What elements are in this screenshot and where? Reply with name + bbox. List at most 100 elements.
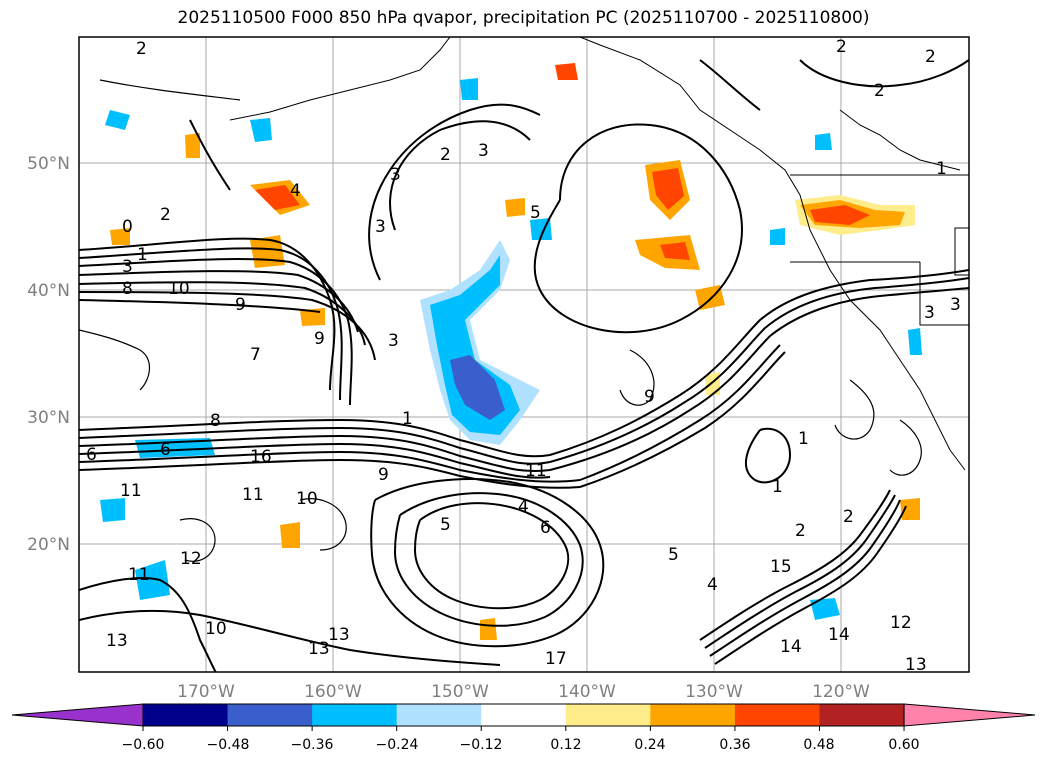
contour-label: 6 xyxy=(86,445,97,465)
colorbar-tick: 0.36 xyxy=(719,737,750,753)
contour-label: 3 xyxy=(950,295,961,315)
contour-label: 9 xyxy=(378,465,389,485)
contour-label: 5 xyxy=(440,515,451,535)
colorbar-extend-min xyxy=(11,703,144,727)
colorbar-tick: −0.12 xyxy=(460,737,503,753)
contour-label: 8 xyxy=(210,411,221,431)
contour-label: 8 xyxy=(122,279,133,299)
qvapor-contours xyxy=(79,59,969,672)
colorbar-tick: −0.24 xyxy=(376,737,419,753)
contour-label: 15 xyxy=(770,557,792,577)
map-title: 2025110500 F000 850 hPa qvapor, precipit… xyxy=(177,8,870,28)
map-background xyxy=(79,37,969,672)
colorbar-tick: −0.60 xyxy=(122,737,165,753)
contour-label: 12 xyxy=(180,549,202,569)
contour-label: 11 xyxy=(120,481,142,501)
contour-label: 2 xyxy=(843,507,854,527)
contour-label: 10 xyxy=(168,279,190,299)
contour-label: 1 xyxy=(798,429,809,449)
contour-label: 12 xyxy=(890,613,912,633)
lat-label: 30°N xyxy=(27,408,70,428)
contour-label: 10 xyxy=(296,489,318,509)
contour-label: 6 xyxy=(160,440,171,460)
contour-label: 11 xyxy=(525,461,547,481)
contour-label: 13 xyxy=(328,625,350,645)
lon-label: 120°W xyxy=(812,682,870,702)
contour-label: 1 xyxy=(772,477,783,497)
colorbar-frame xyxy=(142,703,905,727)
map-content: 2 2 3 2 3 2 3 4 5 0 1 3 8 10 9 9 7 8 6 6… xyxy=(79,37,969,675)
colorbar-extend-max xyxy=(903,703,1036,727)
contour-label: 6 xyxy=(540,518,551,538)
lon-label: 170°W xyxy=(177,682,235,702)
contour-label: 14 xyxy=(780,637,802,657)
contour-label: 11 xyxy=(128,565,150,585)
contour-label: 9 xyxy=(235,295,246,315)
lon-label: 150°W xyxy=(431,682,489,702)
colorbar-tick: 0.60 xyxy=(888,737,919,753)
contour-label: 2 xyxy=(836,37,847,57)
qvapor-contours-fine xyxy=(79,79,922,562)
contour-label: 2 xyxy=(440,145,451,165)
contour-label: 10 xyxy=(205,619,227,639)
contour-label: 4 xyxy=(518,497,529,517)
contour-label: 17 xyxy=(545,649,567,669)
contour-label: 16 xyxy=(250,447,272,467)
contour-label: 9 xyxy=(314,329,325,349)
longitude-labels: 170°W 160°W 150°W 140°W 130°W 120°W xyxy=(177,682,870,702)
precip-negative-shading xyxy=(100,78,922,620)
graticule xyxy=(79,37,969,672)
lon-label: 130°W xyxy=(685,682,743,702)
latitude-labels: 50°N 40°N 30°N 20°N xyxy=(27,154,70,555)
contour-label: 13 xyxy=(106,631,128,651)
contour-label: 13 xyxy=(905,655,927,675)
contour-label: 11 xyxy=(242,485,264,505)
colorbar-segment xyxy=(734,704,820,726)
contour-label: 5 xyxy=(530,203,541,223)
lon-label: 140°W xyxy=(558,682,616,702)
contour-labels: 2 2 3 2 3 2 3 4 5 0 1 3 8 10 9 9 7 8 6 6… xyxy=(86,37,961,675)
colorbar-segment xyxy=(819,704,905,726)
contour-label: 2 xyxy=(136,39,147,59)
contour-label: 13 xyxy=(308,639,330,659)
contour-label: 3 xyxy=(375,217,386,237)
contour-label: 2 xyxy=(925,47,936,67)
colorbar xyxy=(11,703,1036,731)
contour-label: 2 xyxy=(795,521,806,541)
contour-label: 2 xyxy=(160,205,171,225)
contour-label: 1 xyxy=(137,245,148,265)
lat-label: 20°N xyxy=(27,535,70,555)
colorbar-tick: −0.48 xyxy=(207,737,250,753)
colorbar-tick: 0.12 xyxy=(550,737,581,753)
contour-label: 3 xyxy=(122,257,133,277)
contour-label: 3 xyxy=(390,165,401,185)
contour-label: 5 xyxy=(668,545,679,565)
contour-label: 9 xyxy=(644,387,655,407)
lat-label: 40°N xyxy=(27,281,70,301)
contour-label: 7 xyxy=(250,345,261,365)
contour-label: 4 xyxy=(707,575,718,595)
contour-label: 3 xyxy=(388,331,399,351)
lat-label: 50°N xyxy=(27,154,70,174)
contour-label: 1 xyxy=(936,159,947,179)
contour-label: 14 xyxy=(828,625,850,645)
colorbar-ticks: −0.60 −0.48 −0.36 −0.24 −0.12 0.12 0.24 … xyxy=(122,737,920,753)
colorbar-segment xyxy=(565,704,651,726)
map-frame xyxy=(78,36,970,673)
colorbar-tick: 0.24 xyxy=(634,737,665,753)
colorbar-segment xyxy=(312,704,398,726)
colorbar-tick: −0.36 xyxy=(291,737,334,753)
contour-label: 0 xyxy=(122,217,133,237)
colorbar-segment xyxy=(143,704,229,726)
contour-label: 2 xyxy=(874,81,885,101)
colorbar-segment xyxy=(396,704,482,726)
colorbar-segment xyxy=(650,704,736,726)
contour-label: 3 xyxy=(478,141,489,161)
contour-label: 4 xyxy=(290,181,301,201)
coastline xyxy=(229,37,969,471)
contour-label: 1 xyxy=(402,409,413,429)
colorbar-tick: 0.48 xyxy=(803,737,834,753)
colorbar-segment xyxy=(227,704,313,726)
colorbar-segment xyxy=(481,704,567,726)
